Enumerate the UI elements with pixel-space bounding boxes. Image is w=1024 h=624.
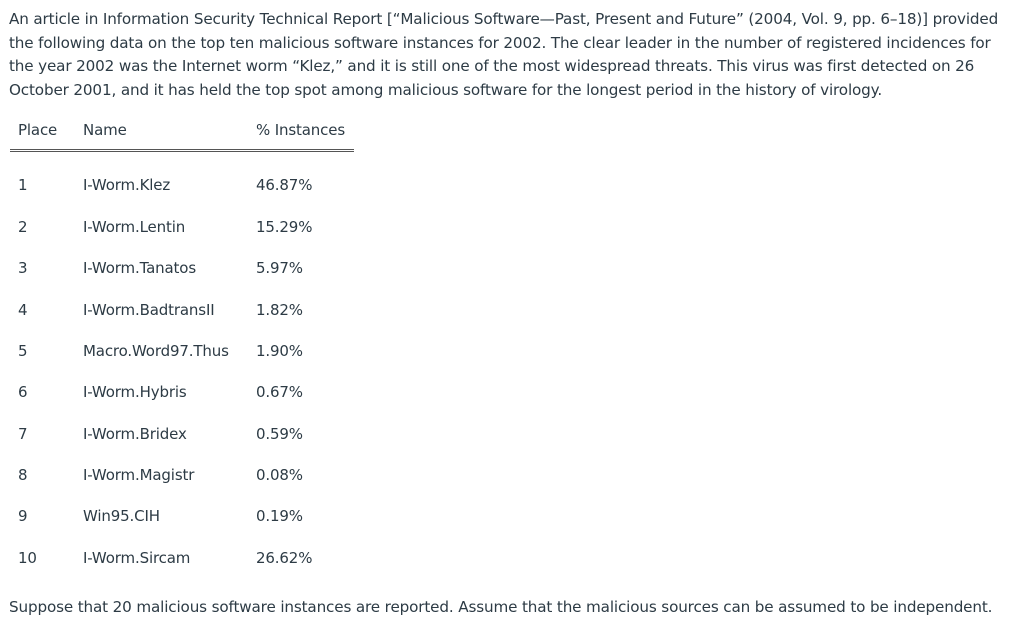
cell-name: I-Worm.Hybris (83, 383, 187, 402)
cell-percent: 46.87% (256, 176, 313, 195)
table-row: 6 I-Worm.Hybris 0.67% (10, 372, 354, 413)
cell-name: I-Worm.Magistr (83, 465, 195, 484)
table-row: 9 Win95.CIH 0.19% (10, 496, 354, 537)
intro-paragraph: An article in Information Security Techn… (9, 10, 999, 99)
cell-place: 4 (18, 300, 28, 319)
cell-place: 9 (18, 507, 28, 526)
cell-name: I-Worm.Lentin (83, 218, 186, 237)
cell-percent: 1.90% (256, 342, 303, 361)
table-row: 1 I-Worm.Klez 46.87% (10, 151, 354, 207)
cell-name: Win95.CIH (83, 507, 160, 526)
cell-place: 3 (18, 259, 28, 278)
cell-place: 2 (18, 218, 28, 237)
table-row: 2 I-Worm.Lentin 15.29% (10, 207, 354, 248)
cell-place: 5 (18, 342, 28, 361)
cell-place: 8 (18, 465, 28, 484)
header-place: Place (10, 121, 83, 152)
cell-place: 1 (18, 176, 28, 195)
cell-percent: 15.29% (256, 218, 313, 237)
header-percent: % Instances (256, 121, 354, 152)
cell-percent: 5.97% (256, 259, 303, 278)
cell-name: I-Worm.Klez (83, 176, 171, 195)
cell-percent: 0.08% (256, 465, 303, 484)
malware-table: Place Name % Instances 1 I-Worm.Klez 46.… (10, 121, 354, 578)
cell-percent: 0.59% (256, 424, 303, 443)
cell-name: I-Worm.Bridex (83, 424, 187, 443)
cell-place: 7 (18, 424, 28, 443)
cell-percent: 0.67% (256, 383, 303, 402)
table-row: 10 I-Worm.Sircam 26.62% (10, 537, 354, 578)
table-row: 3 I-Worm.Tanatos 5.97% (10, 248, 354, 289)
cell-place: 10 (18, 548, 37, 567)
closing-paragraph: Suppose that 20 malicious software insta… (9, 598, 993, 616)
table-row: 7 I-Worm.Bridex 0.59% (10, 413, 354, 454)
header-name: Name (83, 121, 256, 152)
table-row: 5 Macro.Word97.Thus 1.90% (10, 330, 354, 371)
cell-name: I-Worm.BadtransII (83, 300, 215, 319)
cell-percent: 0.19% (256, 507, 303, 526)
cell-percent: 26.62% (256, 548, 313, 567)
cell-place: 6 (18, 383, 28, 402)
table-header-row: Place Name % Instances (10, 121, 354, 152)
cell-name: I-Worm.Sircam (83, 548, 191, 567)
cell-percent: 1.82% (256, 300, 303, 319)
table-row: 8 I-Worm.Magistr 0.08% (10, 454, 354, 495)
cell-name: I-Worm.Tanatos (83, 259, 196, 278)
cell-name: Macro.Word97.Thus (83, 342, 229, 361)
table-row: 4 I-Worm.BadtransII 1.82% (10, 289, 354, 330)
